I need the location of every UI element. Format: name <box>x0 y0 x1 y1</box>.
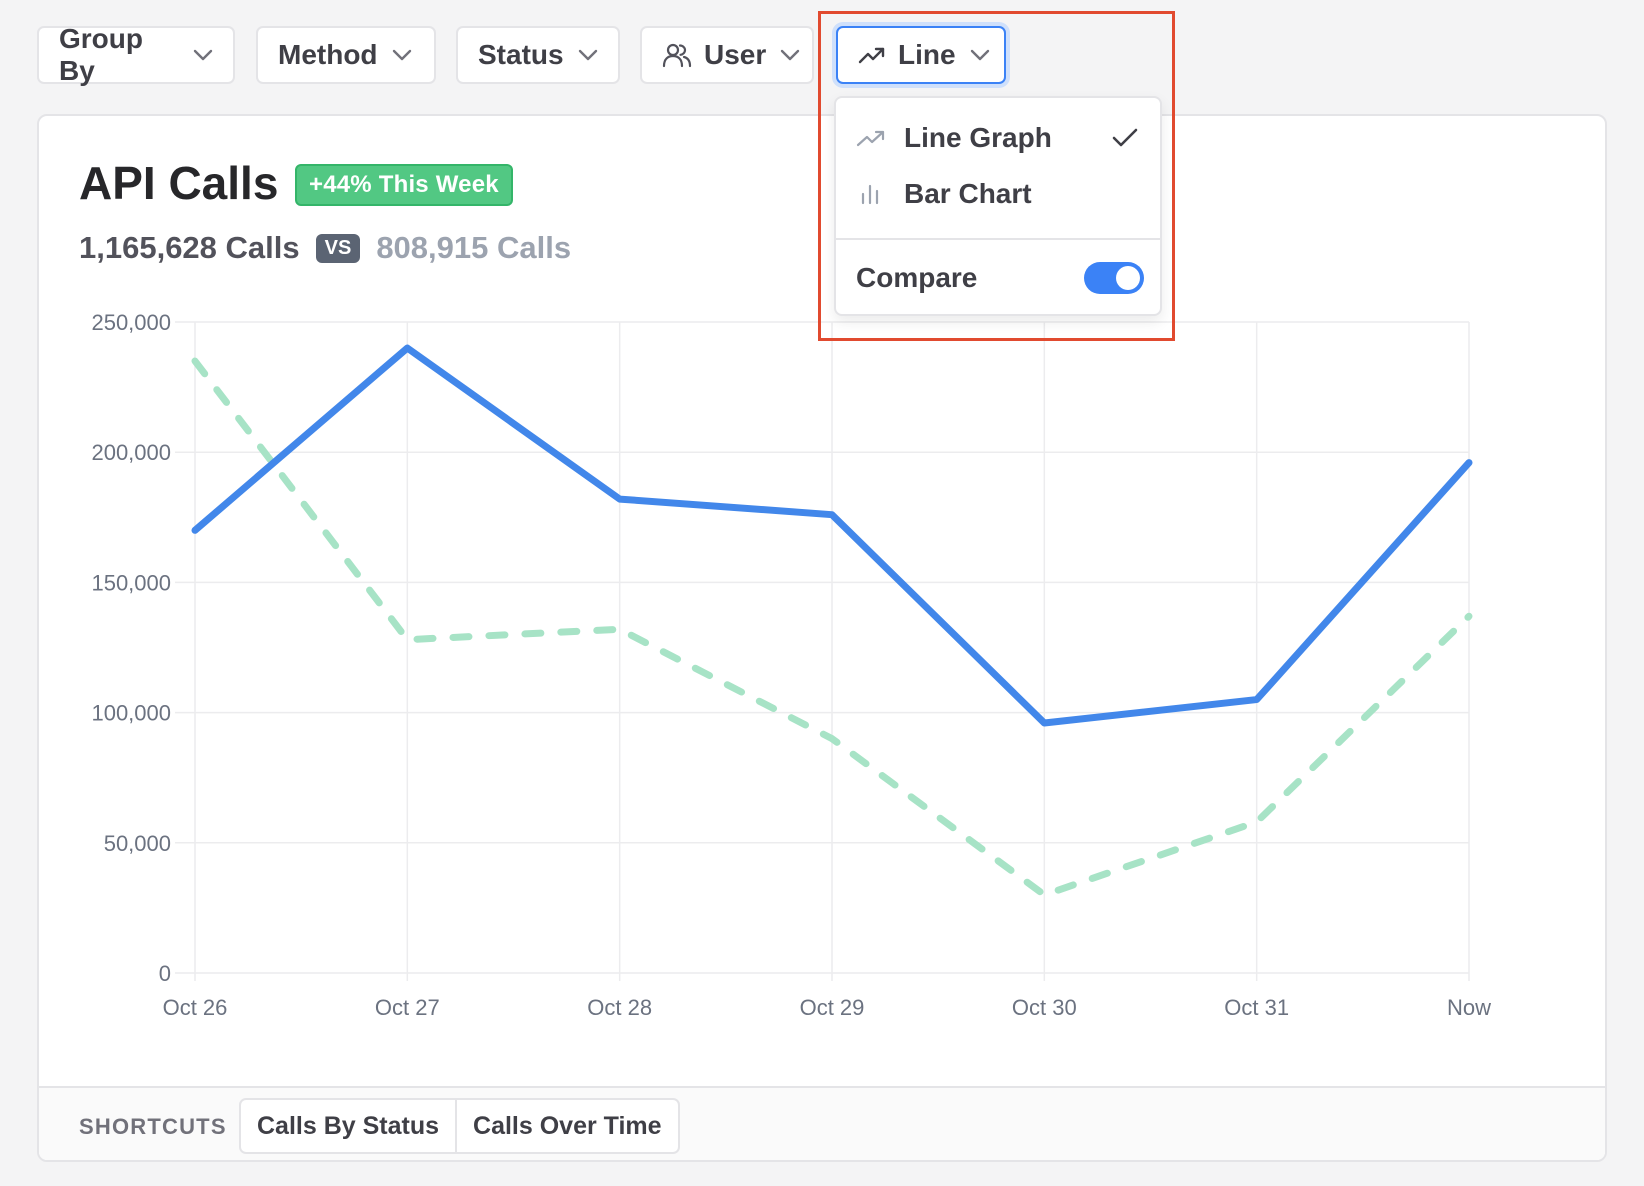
growth-badge: +44% This Week <box>295 164 513 206</box>
api-calls-card: API Calls +44% This Week 1,165,628 Calls… <box>37 114 1607 1162</box>
toggle-knob <box>1116 266 1140 290</box>
x-tick-label: Now <box>1447 995 1491 1020</box>
menu-divider <box>836 238 1160 240</box>
chart-type-button[interactable]: Line <box>836 26 1006 84</box>
y-tick-label: 50,000 <box>104 831 171 856</box>
x-tick-label: Oct 26 <box>163 995 228 1020</box>
compare-row: Compare <box>856 248 1144 308</box>
previous-total: 808,915 Calls <box>376 230 572 265</box>
current-total: 1,165,628 Calls <box>79 230 300 265</box>
method-button[interactable]: Method <box>256 26 436 84</box>
chevron-down-icon <box>392 49 412 61</box>
x-tick-label: Oct 27 <box>375 995 440 1020</box>
bar-chart-icon <box>856 183 886 205</box>
group-by-button[interactable]: Group By <box>37 23 235 86</box>
user-label: User <box>704 39 767 70</box>
vs-badge: VS <box>315 233 361 263</box>
shortcuts-label: SHORTCUTS <box>79 1114 227 1139</box>
chart-type-menu: Line Graph Bar Chart Compare <box>834 96 1162 316</box>
bar-chart-label: Bar Chart <box>904 178 1032 209</box>
current-period-series-line <box>191 344 1473 727</box>
method-label: Method <box>278 39 378 70</box>
shortcut-group: Calls By Status Calls Over Time <box>239 1098 680 1154</box>
calls-by-status-shortcut[interactable]: Calls By Status <box>257 1111 440 1140</box>
line-graph-label: Line Graph <box>904 122 1052 153</box>
calls-over-time-shortcut[interactable]: Calls Over Time <box>455 1100 678 1152</box>
card-footer: SHORTCUTS Calls By Status Calls Over Tim… <box>39 1086 1605 1160</box>
chevron-down-icon <box>193 49 213 61</box>
trending-up-icon <box>856 128 886 148</box>
card-title: API Calls <box>79 157 279 209</box>
status-label: Status <box>478 39 564 70</box>
status-button[interactable]: Status <box>456 26 620 84</box>
x-tick-label: Oct 30 <box>1012 995 1077 1020</box>
y-tick-label: 100,000 <box>91 701 171 726</box>
chart-type-label: Line <box>898 39 956 70</box>
checkmark-icon <box>1112 128 1138 148</box>
y-tick-label: 0 <box>159 961 171 986</box>
user-button[interactable]: User <box>640 26 814 84</box>
menu-item-line-graph[interactable]: Line Graph <box>836 110 1160 166</box>
totals-comparison: 1,165,628 Calls VS 808,915 Calls <box>79 226 571 270</box>
users-icon <box>662 42 692 68</box>
chevron-down-icon <box>578 49 598 61</box>
compare-toggle[interactable] <box>1084 262 1144 294</box>
trending-up-icon <box>858 45 886 65</box>
line-chart: 0 50,000 100,000 150,000 200,000 250,000 Oct 2… <box>91 310 1491 1020</box>
x-tick-label: Oct 29 <box>800 995 865 1020</box>
compare-label: Compare <box>856 262 978 293</box>
chevron-down-icon <box>970 49 990 61</box>
menu-item-bar-chart[interactable]: Bar Chart <box>836 166 1160 222</box>
group-by-label: Group By <box>59 23 143 86</box>
x-tick-label: Oct 31 <box>1224 995 1289 1020</box>
y-tick-label: 150,000 <box>91 570 171 595</box>
y-tick-label: 250,000 <box>91 310 171 335</box>
chevron-down-icon <box>780 49 800 61</box>
x-tick-label: Oct 28 <box>587 995 652 1020</box>
y-tick-label: 200,000 <box>91 440 171 465</box>
previous-period-series-line <box>191 357 1473 899</box>
